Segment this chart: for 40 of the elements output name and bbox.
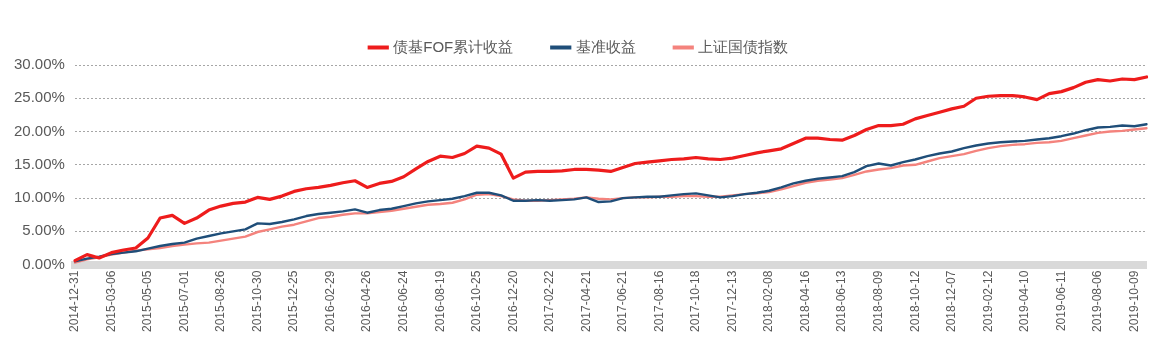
x-tick-label: 2015-12-25	[286, 270, 301, 333]
x-tick-label: 2019-02-12	[980, 270, 995, 333]
y-tick-label: 30.00%	[14, 55, 65, 73]
x-tick-label: 2016-12-20	[505, 270, 520, 333]
x-tick-label: 2018-06-13	[834, 270, 849, 333]
y-tick-label: 10.00%	[14, 188, 65, 206]
x-tick-label: 2016-08-19	[432, 270, 447, 333]
x-tick-label: 2016-06-24	[396, 270, 411, 333]
x-tick-label: 2018-04-16	[797, 270, 812, 333]
x-tick-label: 2019-08-06	[1090, 270, 1105, 333]
y-tick-label: 0.00%	[22, 254, 65, 272]
x-tick-label: 2017-06-21	[615, 270, 630, 333]
legend-label: 上证国债指数	[698, 37, 789, 55]
x-tick-label: 2014-12-31	[67, 270, 82, 333]
x-tick-label: 2015-07-01	[176, 270, 191, 333]
x-tick-label: 2016-10-25	[469, 270, 484, 333]
x-tick-label: 2015-03-06	[103, 270, 118, 333]
x-tick-label: 2018-10-12	[907, 270, 922, 333]
legend-label: 债基FOF累计收益	[393, 37, 514, 55]
x-tick-label: 2018-02-08	[761, 270, 776, 333]
x-tick-label: 2017-12-13	[724, 270, 739, 333]
x-tick-label: 2017-02-22	[542, 270, 557, 333]
y-tick-label: 15.00%	[14, 154, 65, 172]
x-tick-label: 2019-04-10	[1017, 270, 1032, 333]
legend-label: 基准收益	[575, 37, 636, 55]
x-tick-label: 2018-08-09	[870, 270, 885, 333]
x-tick-label: 2016-02-29	[322, 270, 337, 333]
x-tick-label: 2019-06-11	[1053, 270, 1068, 332]
y-tick-label: 20.00%	[14, 121, 65, 139]
y-tick-label: 25.00%	[14, 88, 65, 106]
y-tick-label: 5.00%	[22, 221, 65, 239]
x-tick-label: 2015-08-26	[213, 270, 228, 333]
x-tick-label: 2015-05-05	[140, 270, 155, 333]
x-tick-label: 2018-12-07	[944, 270, 959, 333]
x-tick-label: 2017-10-18	[688, 270, 703, 333]
x-tick-label: 2015-10-30	[249, 270, 264, 333]
x-tick-label: 2019-10-09	[1126, 270, 1141, 333]
x-tick-label: 2017-04-21	[578, 270, 593, 333]
x-tick-label: 2016-04-26	[359, 270, 374, 333]
x-tick-label: 2017-08-16	[651, 270, 666, 333]
